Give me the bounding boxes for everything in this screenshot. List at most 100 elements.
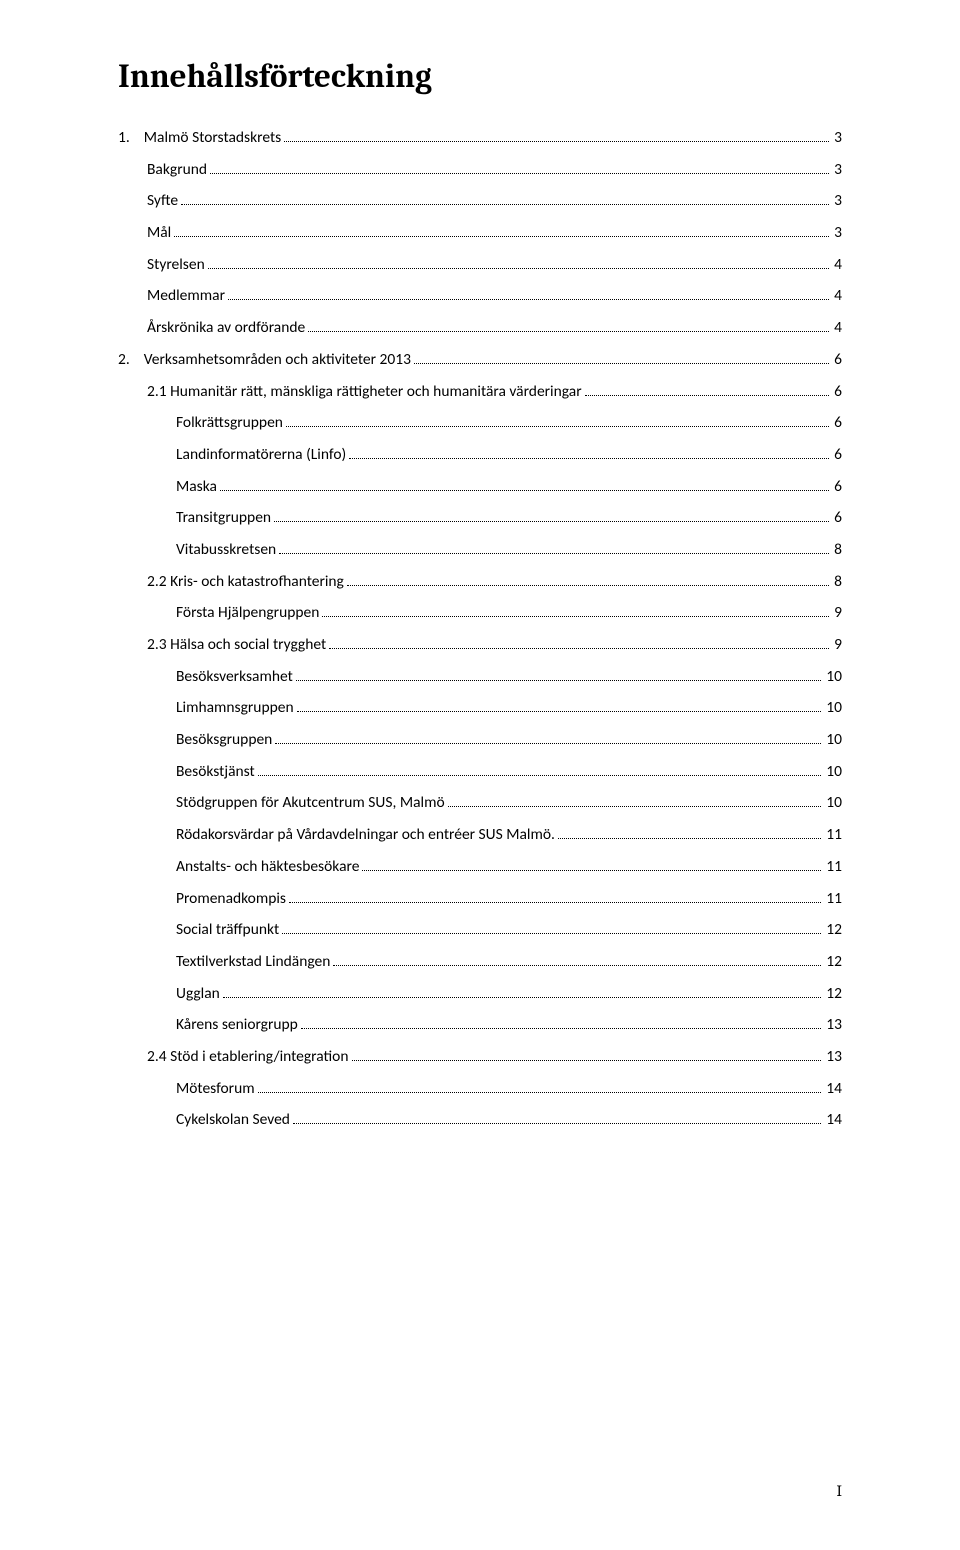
- toc-entry: Maska 6: [118, 479, 842, 495]
- toc-entry: Limhamnsgruppen10: [118, 700, 842, 716]
- toc-entry-label: Mål: [147, 225, 171, 241]
- toc-leader-dots: [308, 331, 829, 332]
- toc-entry: Transitgruppen 6: [118, 510, 842, 526]
- toc-entry: 2.3 Hälsa och social trygghet9: [118, 637, 842, 653]
- toc-leader-dots: [208, 268, 829, 269]
- toc-entry-page: 12: [824, 986, 842, 1002]
- toc-entry: Social träffpunkt 12: [118, 922, 842, 938]
- toc-entry-page: 3: [832, 193, 842, 209]
- toc-entry: 2. Verksamhetsområden och aktiviteter 20…: [118, 352, 842, 368]
- toc-entry: Stödgruppen för Akutcentrum SUS, Malmö 10: [118, 795, 842, 811]
- toc-entry-label: Årskrönika av ordförande: [147, 320, 305, 336]
- toc-entry-page: 13: [824, 1017, 842, 1033]
- toc-entry-page: 3: [832, 130, 842, 146]
- toc-entry-page: 3: [832, 162, 842, 178]
- toc-entry-page: 6: [832, 510, 842, 526]
- toc-entry-label: Folkrättsgruppen: [176, 415, 283, 431]
- toc-entry-page: 10: [824, 795, 842, 811]
- toc-entry-label: 2.1 Humanitär rätt, mänskliga rättighete…: [147, 384, 582, 400]
- toc-entry-label: Landinformatörerna (Linfo): [176, 447, 346, 463]
- toc-leader-dots: [329, 648, 829, 649]
- toc-leader-dots: [414, 363, 829, 364]
- toc-entry-page: 10: [824, 669, 842, 685]
- toc-entry-label: 1. Malmö Storstadskrets: [118, 130, 281, 146]
- toc-entry-label: Medlemmar: [147, 288, 225, 304]
- toc-entry: Anstalts- och häktesbesökare11: [118, 859, 842, 875]
- toc-entry-label: Första Hjälpengruppen: [176, 605, 319, 621]
- toc-entry-page: 9: [832, 605, 842, 621]
- toc-entry-label: Besöksgruppen: [176, 732, 272, 748]
- toc-leader-dots: [349, 458, 829, 459]
- toc-entry: Bakgrund3: [118, 162, 842, 178]
- toc-entry-label: Kårens seniorgrupp: [176, 1017, 298, 1033]
- toc-entry-label: Mötesforum: [176, 1081, 255, 1097]
- toc-entry: Promenadkompis 11: [118, 891, 842, 907]
- toc-leader-dots: [296, 680, 821, 681]
- toc-leader-dots: [293, 1123, 821, 1124]
- toc-leader-dots: [297, 711, 822, 712]
- toc-entry-page: 6: [832, 415, 842, 431]
- toc-leader-dots: [220, 490, 829, 491]
- toc-entry: Besöksgruppen10: [118, 732, 842, 748]
- toc-entry-page: 10: [824, 700, 842, 716]
- toc-entry-label: Cykelskolan Seved: [176, 1112, 290, 1128]
- toc-entry: Syfte 3: [118, 193, 842, 209]
- toc-entry: Årskrönika av ordförande 4: [118, 320, 842, 336]
- toc-entry: Textilverkstad Lindängen12: [118, 954, 842, 970]
- toc-leader-dots: [282, 933, 821, 934]
- toc-leader-dots: [284, 141, 829, 142]
- toc-entry-label: Social träffpunkt: [176, 922, 279, 938]
- toc-entry-label: Styrelsen: [147, 257, 205, 273]
- toc-entry-page: 4: [832, 320, 842, 336]
- toc-entry: Rödakorsvärdar på Vårdavdelningar och en…: [118, 827, 842, 843]
- toc-entry-page: 8: [832, 542, 842, 558]
- toc-entry-label: 2.4 Stöd i etablering/integration: [147, 1049, 349, 1065]
- toc-entry: Styrelsen4: [118, 257, 842, 273]
- toc-entry: Ugglan12: [118, 986, 842, 1002]
- toc-leader-dots: [347, 585, 829, 586]
- toc-entry-label: Promenadkompis: [176, 891, 286, 907]
- document-page: Innehållsförteckning 1. Malmö Storstadsk…: [0, 0, 960, 1550]
- toc-entry-label: Textilverkstad Lindängen: [176, 954, 330, 970]
- toc-entry-label: Stödgruppen för Akutcentrum SUS, Malmö: [176, 795, 445, 811]
- toc-entry-page: 11: [824, 859, 842, 875]
- toc-entry-page: 6: [832, 447, 842, 463]
- toc-leader-dots: [274, 521, 829, 522]
- toc-entry-page: 8: [832, 574, 842, 590]
- toc-entry: Cykelskolan Seved 14: [118, 1112, 842, 1128]
- toc-entry: 1. Malmö Storstadskrets 3: [118, 130, 842, 146]
- table-of-contents: 1. Malmö Storstadskrets3Bakgrund3Syfte3M…: [118, 130, 842, 1128]
- toc-entry-page: 11: [824, 827, 842, 843]
- toc-entry: Besökstjänst10: [118, 764, 842, 780]
- toc-entry: 2.1 Humanitär rätt, mänskliga rättighete…: [118, 384, 842, 400]
- toc-entry-page: 6: [832, 384, 842, 400]
- toc-entry-label: Maska: [176, 479, 217, 495]
- page-title: Innehållsförteckning: [118, 58, 842, 96]
- toc-leader-dots: [275, 743, 821, 744]
- toc-entry-page: 3: [832, 225, 842, 241]
- toc-entry-page: 12: [824, 922, 842, 938]
- toc-entry-label: Besöksverksamhet: [176, 669, 293, 685]
- toc-entry-page: 11: [824, 891, 842, 907]
- toc-entry-page: 10: [824, 764, 842, 780]
- toc-entry-label: 2.3 Hälsa och social trygghet: [147, 637, 326, 653]
- toc-entry-label: Transitgruppen: [176, 510, 271, 526]
- toc-leader-dots: [333, 965, 821, 966]
- toc-leader-dots: [210, 173, 829, 174]
- toc-leader-dots: [228, 299, 829, 300]
- toc-entry-label: Syfte: [147, 193, 178, 209]
- toc-entry: Folkrättsgruppen 6: [118, 415, 842, 431]
- toc-entry-page: 6: [832, 479, 842, 495]
- page-number: I: [837, 1482, 843, 1500]
- toc-leader-dots: [279, 553, 829, 554]
- toc-leader-dots: [258, 1092, 822, 1093]
- toc-entry-label: 2.2 Kris- och katastrofhantering: [147, 574, 344, 590]
- toc-entry-page: 14: [824, 1112, 842, 1128]
- toc-entry: Besöksverksamhet 10: [118, 669, 842, 685]
- toc-leader-dots: [352, 1060, 822, 1061]
- toc-entry: Mötesforum 14: [118, 1081, 842, 1097]
- toc-leader-dots: [322, 616, 829, 617]
- toc-entry: Kårens seniorgrupp 13: [118, 1017, 842, 1033]
- toc-leader-dots: [585, 395, 830, 396]
- toc-entry-page: 14: [824, 1081, 842, 1097]
